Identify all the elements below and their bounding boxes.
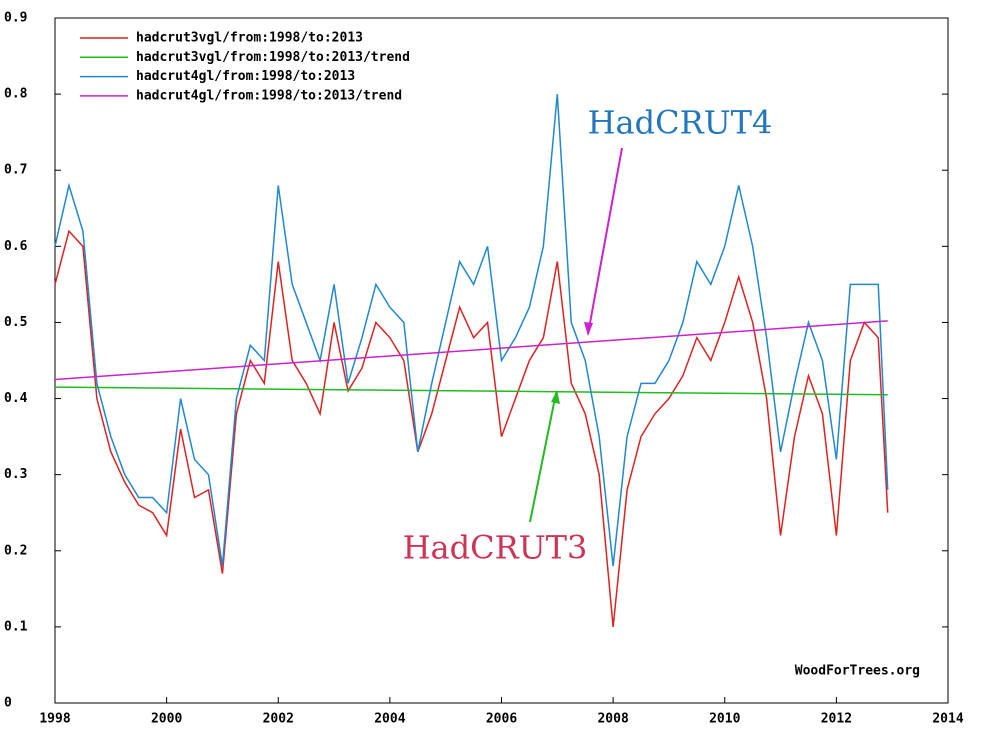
legend-label: hadcrut4gl/from:1998/to:2013: [136, 69, 355, 84]
x-tick-label: 2014: [932, 712, 963, 727]
series-line: [54, 229, 889, 627]
legend-label: hadcrut3vgl/from:1998/to:2013: [136, 31, 363, 46]
y-tick-label: 0.8: [4, 87, 28, 102]
x-tick-label: 2006: [486, 712, 517, 727]
x-tick-label: 2010: [709, 712, 740, 727]
y-tick-label: 0.2: [4, 543, 27, 558]
legend-label: hadcrut3vgl/from:1998/to:2013/trend: [136, 50, 410, 65]
x-tick-label: 1998: [39, 712, 70, 727]
arrow-head: [584, 322, 593, 336]
y-tick-label: 0.9: [4, 11, 27, 26]
arrow: [529, 392, 557, 523]
x-tick-label: 2004: [374, 712, 405, 727]
y-tick-label: 0.5: [4, 315, 27, 330]
series-line: [54, 94, 889, 567]
annotation: HadCRUT3: [403, 529, 588, 567]
watermark: WoodForTrees.org: [795, 664, 920, 679]
series-line: [54, 386, 888, 396]
y-tick-label: 0.1: [4, 619, 28, 634]
y-tick-label: 0.7: [4, 163, 27, 178]
y-tick-label: 0.3: [4, 467, 27, 482]
x-tick-label: 2000: [151, 712, 182, 727]
legend-label: hadcrut4gl/from:1998/to:2013/trend: [136, 88, 402, 103]
y-tick-label: 0.6: [4, 239, 28, 254]
series-line: [54, 320, 888, 381]
y-tick-label: 0: [4, 696, 12, 711]
x-tick-label: 2008: [597, 712, 628, 727]
arrow: [587, 147, 623, 335]
arrow-head: [551, 390, 560, 404]
x-tick-label: 2002: [263, 712, 294, 727]
x-tick-label: 2012: [821, 712, 852, 727]
annotation: HadCRUT4: [588, 104, 773, 142]
y-tick-label: 0.4: [4, 391, 28, 406]
